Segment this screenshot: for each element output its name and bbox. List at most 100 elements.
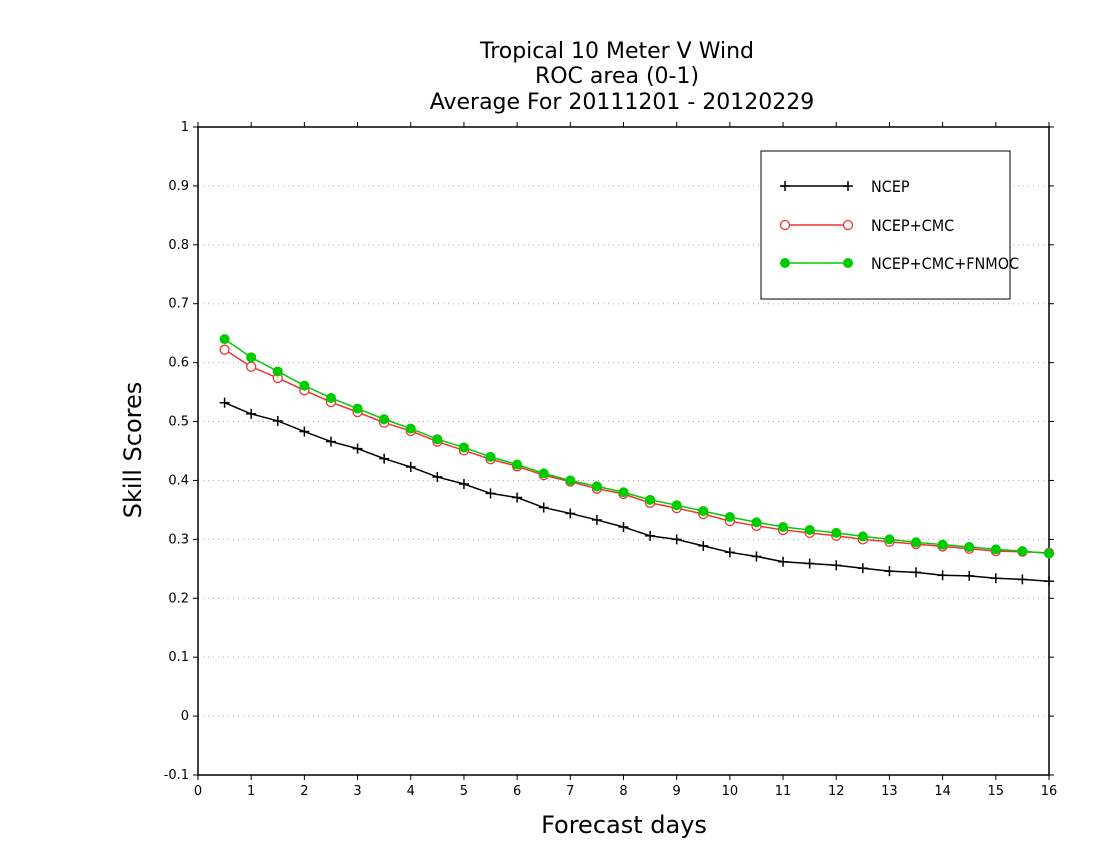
data-point [219, 344, 230, 355]
data-point [458, 478, 469, 489]
y-tick-label: 0.8 [168, 238, 189, 253]
data-point [565, 508, 576, 519]
legend-marker [780, 181, 790, 191]
data-point [379, 453, 390, 464]
x-tick-label: 15 [988, 784, 1005, 799]
data-point [751, 517, 762, 528]
x-tick-label: 11 [775, 784, 792, 799]
data-point [857, 531, 868, 542]
legend-item: NCEP+CMC+FNMOC [780, 254, 1019, 273]
data-point [485, 488, 496, 499]
legend-label: NCEP+CMC+FNMOC [871, 254, 1019, 273]
title-line-3: Average For 20111201 - 20120229 [430, 90, 815, 115]
legend-marker [843, 258, 853, 268]
y-tick-label: 0.9 [168, 179, 189, 194]
data-point [379, 414, 390, 425]
data-point [512, 492, 523, 503]
y-tick-label: 0.3 [168, 532, 189, 547]
data-point [778, 521, 789, 532]
data-point [299, 426, 310, 437]
data-point [618, 521, 629, 532]
data-point [618, 487, 629, 498]
data-point [299, 380, 310, 391]
data-point [405, 423, 416, 434]
y-axis-label: Skill Scores [119, 382, 147, 519]
data-point [458, 442, 469, 453]
legend: NCEP NCEP+CMC NCEP+CMC+FNMOC [760, 150, 1019, 300]
data-point [352, 443, 363, 454]
grid [198, 185, 1049, 717]
chart-title: Tropical 10 Meter V Wind ROC area (0-1) … [430, 39, 815, 115]
data-point [272, 415, 283, 426]
y-tick-label: 0.5 [168, 415, 189, 430]
x-tick-label: 5 [460, 784, 468, 799]
data-point [591, 514, 602, 525]
data-point [246, 361, 257, 372]
data-point [911, 567, 922, 578]
legend-marker [779, 219, 791, 231]
x-tick-label: 0 [194, 784, 202, 799]
data-point [964, 542, 975, 553]
data-point [1044, 576, 1054, 587]
x-tick-label: 1 [247, 784, 255, 799]
data-point [246, 408, 257, 419]
x-tick-label: 4 [407, 784, 415, 799]
axes: -0.100.10.20.30.40.50.60.70.80.910 1 2 3 4 5 6… [164, 120, 1058, 799]
x-tick-label: 2 [300, 784, 308, 799]
data-point [990, 573, 1001, 584]
y-tick-label: 0.2 [168, 591, 189, 606]
data-point [778, 556, 789, 567]
x-tick-label: 10 [722, 784, 739, 799]
data-point [565, 475, 576, 486]
data-point [1044, 548, 1054, 559]
data-point [645, 530, 656, 541]
x-tick-label: 12 [828, 784, 845, 799]
legend-marker [842, 219, 854, 231]
data-point [804, 558, 815, 569]
data-point [325, 392, 336, 403]
title-line-2: ROC area (0-1) [535, 64, 699, 89]
data-point [246, 352, 257, 363]
y-tick-label: 1 [181, 120, 189, 135]
data-point [724, 547, 735, 558]
data-point [432, 471, 443, 482]
legend-item: NCEP+CMC [779, 216, 954, 235]
y-tick-label: 0.6 [168, 356, 189, 371]
data-point [1017, 574, 1028, 585]
data-point [964, 570, 975, 581]
y-tick-label: 0 [181, 709, 189, 724]
data-point [937, 570, 948, 581]
x-tick-label: 6 [513, 784, 521, 799]
data-point [1017, 546, 1028, 557]
data-point [538, 468, 549, 479]
data-point [485, 451, 496, 462]
legend-marker [780, 258, 790, 268]
data-point [645, 494, 656, 505]
legend-label: NCEP [871, 177, 910, 196]
data-point [219, 397, 230, 408]
data-point [724, 511, 735, 522]
legend-marker [843, 181, 853, 191]
data-point [405, 461, 416, 472]
data-point [831, 560, 842, 571]
data-point [884, 566, 895, 577]
data-point [432, 434, 443, 445]
x-tick-label: 8 [619, 784, 627, 799]
x-tick-label: 16 [1041, 784, 1058, 799]
series-ncep-cmc-fnmoc [219, 334, 1054, 559]
series-line [224, 349, 1050, 554]
data-point [671, 500, 682, 511]
series-line [224, 401, 1050, 582]
data-point [990, 544, 1001, 555]
data-point [352, 403, 363, 414]
data-point [804, 524, 815, 535]
data-point [591, 481, 602, 492]
data-point [219, 334, 230, 345]
data-point [911, 537, 922, 548]
x-tick-label: 3 [353, 784, 361, 799]
y-tick-label: -0.1 [164, 768, 189, 783]
x-tick-label: 9 [673, 784, 681, 799]
title-line-1: Tropical 10 Meter V Wind [479, 39, 754, 64]
x-axis-label: Forecast days [541, 811, 707, 839]
x-tick-label: 13 [881, 784, 898, 799]
